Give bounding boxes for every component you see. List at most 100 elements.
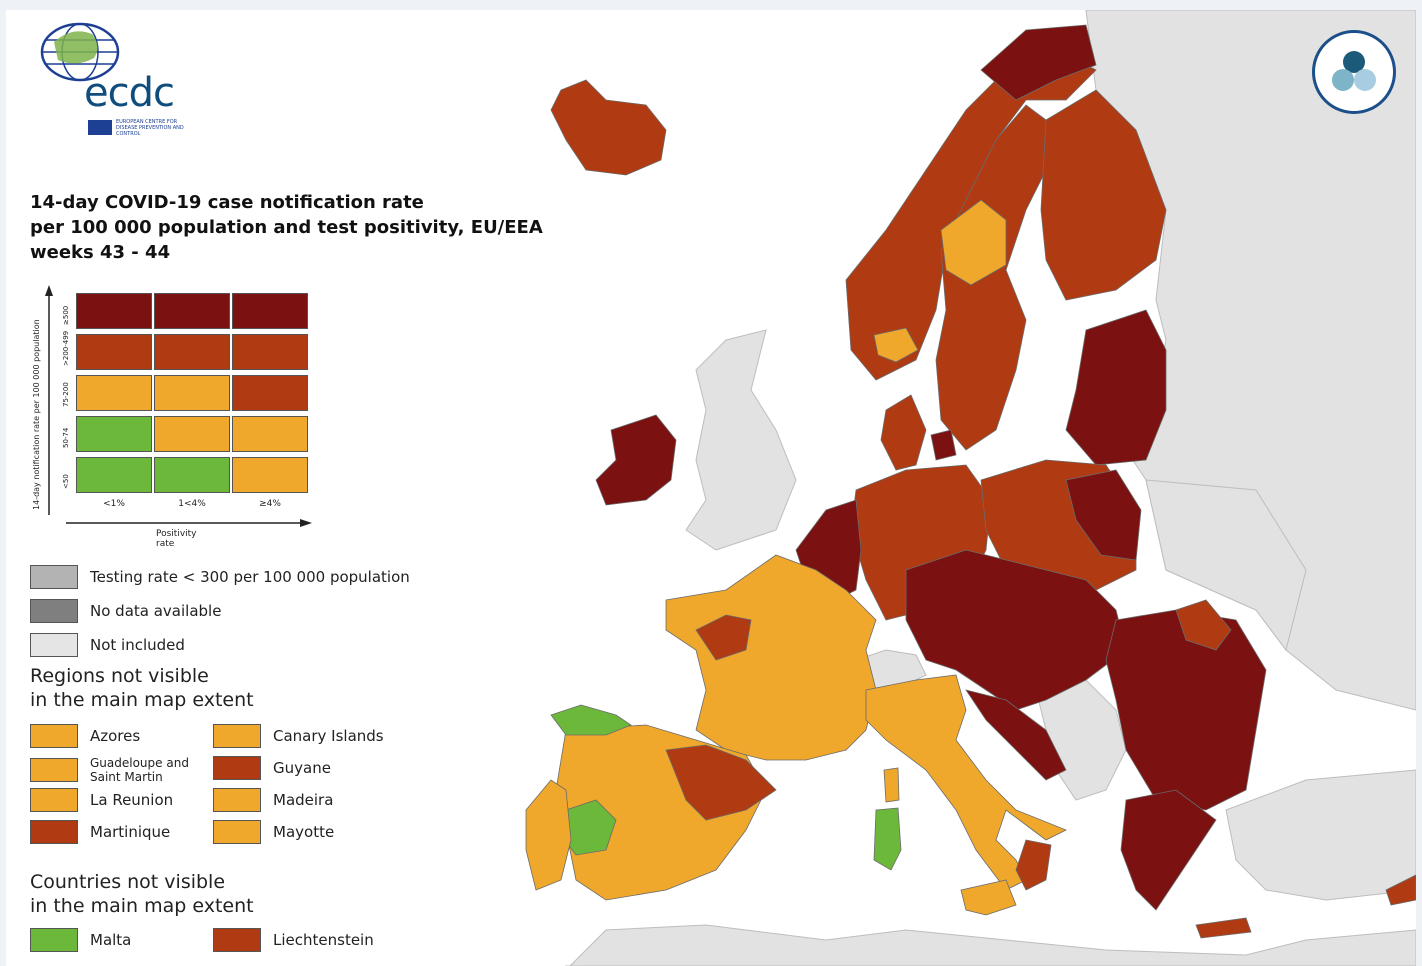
legend-label: Not included — [90, 636, 185, 654]
legend-swatch — [30, 820, 78, 844]
legend-label: No data available — [90, 602, 222, 620]
legend-item: Madeira — [213, 788, 333, 812]
matrix-cell — [154, 334, 230, 370]
map-title: 14-day COVID-19 case notification rate p… — [30, 190, 543, 265]
legend-swatch — [30, 724, 78, 748]
ecdc-logo: ecdc European Centre for Disease Prevent… — [32, 16, 184, 137]
badge-graphic — [1332, 51, 1376, 91]
matrix-cell — [76, 416, 152, 452]
matrix-cell — [154, 457, 230, 493]
legend-label: La Reunion — [90, 791, 174, 809]
legend-label: Madeira — [273, 791, 334, 809]
norway-oslo-region — [873, 327, 919, 363]
france-west-region — [695, 614, 752, 661]
eu-flag-icon — [88, 120, 112, 135]
y-tick-label: ≥500 — [62, 305, 70, 325]
title-line-3: weeks 43 - 44 — [30, 242, 171, 263]
crete-region — [1195, 917, 1252, 939]
logo-subtitle: European Centre for Disease Prevention a… — [116, 119, 184, 137]
croatia-region — [965, 689, 1067, 781]
legend-swatch — [30, 788, 78, 812]
title-line-2: per 100 000 population and test positivi… — [30, 217, 543, 238]
country-regions — [525, 24, 1416, 939]
sicily-region — [960, 879, 1017, 916]
legend-label: Guyane — [273, 759, 331, 777]
legend-item: Malta — [30, 928, 131, 952]
legend-swatch — [30, 633, 78, 657]
countries-heading-line-2: in the main map extent — [30, 895, 254, 917]
legend-item: No data available — [30, 599, 221, 623]
italy-south-region — [1015, 839, 1052, 891]
legend-item: La Reunion — [30, 788, 173, 812]
romania-bulgaria-region — [1105, 609, 1267, 811]
italy-region — [865, 674, 1067, 891]
portugal-region — [525, 779, 572, 891]
legend-swatch — [30, 599, 78, 623]
y-tick-label: 50-74 — [62, 427, 70, 448]
legend-item: Azores — [30, 724, 140, 748]
legend-item: Canary Islands — [213, 724, 384, 748]
countries-heading: Countries not visible in the main map ex… — [30, 870, 254, 918]
matrix-cell — [76, 293, 152, 329]
legend-label: Mayotte — [273, 823, 335, 841]
legend-item: Guyane — [213, 756, 331, 780]
matrix-cell — [154, 293, 230, 329]
legend-item: Liechtenstein — [213, 928, 374, 952]
legend-label: Testing rate < 300 per 100 000 populatio… — [90, 568, 410, 586]
matrix-cell — [232, 375, 308, 411]
matrix-cell — [154, 416, 230, 452]
norway-region — [845, 49, 1097, 381]
title-line-1: 14-day COVID-19 case notification rate — [30, 192, 424, 213]
x-tick-label: <1% — [103, 499, 125, 509]
map-frame: ecdc European Centre for Disease Prevent… — [6, 10, 1416, 966]
baltics-region — [1065, 309, 1167, 466]
norway-north-region — [980, 24, 1097, 101]
regions-heading: Regions not visible in the main map exte… — [30, 664, 254, 712]
sardinia-region — [873, 807, 902, 871]
legend-item: Testing rate < 300 per 100 000 populatio… — [30, 565, 410, 589]
cyprus-region — [1385, 874, 1416, 906]
legend-swatch — [213, 788, 261, 812]
matrix-cell — [232, 457, 308, 493]
x-tick-label: ≥4% — [259, 499, 281, 509]
legend-label: Azores — [90, 727, 141, 745]
matrix-cell — [76, 375, 152, 411]
poland-east-region — [1065, 469, 1142, 561]
not-included-landmass — [565, 10, 1416, 966]
legend-label: Martinique — [90, 823, 171, 841]
y-axis-label: 14-day notification rate per 100 000 pop… — [32, 319, 41, 510]
countries-heading-line-1: Countries not visible — [30, 871, 226, 893]
legend-label: Guadeloupe and Saint Martin — [90, 756, 189, 784]
y-tick-label: >200-499 — [62, 330, 70, 366]
legend-item: Guadeloupe and Saint Martin — [30, 756, 200, 784]
legend-swatch — [213, 928, 261, 952]
y-tick-label: <50 — [62, 474, 70, 489]
matrix-cell — [232, 293, 308, 329]
legend-swatch — [30, 928, 78, 952]
matrix-cell — [76, 334, 152, 370]
legend-label: Liechtenstein — [273, 931, 374, 949]
logo-text: ecdc — [84, 70, 175, 116]
x-tick-label: 1<4% — [178, 499, 206, 509]
finland-region — [1040, 89, 1167, 301]
y-tick-label: 75-200 — [62, 382, 70, 407]
matrix-cell — [76, 457, 152, 493]
romania-north-region — [1175, 599, 1232, 651]
matrix-axes — [45, 285, 312, 527]
ireland-region — [595, 414, 677, 506]
regions-heading-line-1: Regions not visible — [30, 665, 209, 687]
corsica-region — [883, 767, 900, 803]
france-region — [665, 554, 877, 761]
greece-region — [1120, 789, 1217, 911]
spain-north-region — [550, 704, 632, 736]
legend-label: Malta — [90, 931, 132, 949]
legend-swatch — [30, 758, 78, 782]
legend-item: Not included — [30, 633, 185, 657]
denmark-east-region — [930, 429, 957, 461]
sweden-region — [935, 104, 1047, 451]
sweden-central-region — [940, 199, 1007, 286]
legend-item: Martinique — [30, 820, 170, 844]
three-circles-icon[interactable] — [1312, 30, 1396, 114]
matrix-cell — [232, 334, 308, 370]
matrix-cell — [154, 375, 230, 411]
